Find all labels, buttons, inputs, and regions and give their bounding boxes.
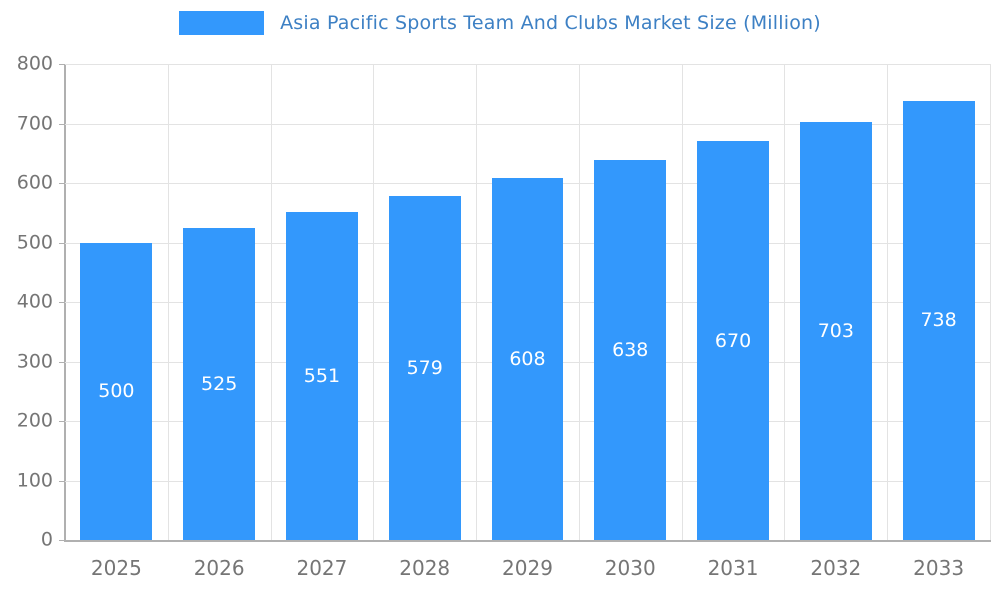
x-tick-label: 2031 [707, 556, 759, 580]
y-tick-label: 300 [16, 350, 53, 372]
chart-title: Asia Pacific Sports Team And Clubs Marke… [280, 12, 821, 34]
gridline-vertical [784, 64, 786, 540]
y-tick-label: 500 [16, 231, 53, 253]
gridline-vertical [578, 64, 580, 540]
y-tick-label: 600 [16, 171, 53, 194]
y-tick-label: 400 [16, 290, 53, 313]
bar-value-label: 608 [509, 348, 546, 371]
gridline-vertical [887, 64, 889, 540]
y-tick-label: 100 [16, 469, 53, 491]
x-tick-label: 2033 [913, 556, 965, 580]
y-tick [59, 302, 65, 303]
gridline-vertical [476, 64, 478, 540]
bar-2028: 579 [388, 195, 461, 540]
bar-value-label: 579 [406, 356, 443, 379]
y-tick-label: 800 [16, 52, 53, 75]
bar-2027: 551 [285, 212, 358, 540]
bar-value-label: 551 [303, 365, 341, 388]
gridline-horizontal [65, 64, 990, 65]
plot-area: 0 100 200 300 400 500 600 700 800 500 2025 525 2026 5… [17, 54, 991, 580]
bar-value-label: 703 [817, 319, 854, 342]
gridline-vertical [167, 64, 169, 540]
y-tick-label: 200 [16, 409, 53, 432]
chart-legend: Asia Pacific Sports Team And Clubs Marke… [0, 11, 1000, 35]
bar-2031: 670 [697, 141, 770, 540]
y-tick [59, 242, 65, 244]
gridline-horizontal [65, 123, 990, 125]
y-tick [59, 64, 65, 65]
x-axis-line [64, 540, 991, 542]
x-tick-label: 2030 [604, 556, 656, 580]
x-tick-label: 2025 [90, 556, 142, 580]
y-tick-label: 700 [16, 112, 53, 134]
gridline-vertical [681, 64, 683, 540]
bar-value-label: 670 [714, 329, 752, 352]
bar-value-label: 525 [201, 372, 238, 395]
bar-2032: 703 [799, 121, 872, 540]
gridline-vertical [990, 64, 991, 540]
y-tick [59, 421, 65, 422]
x-tick-label: 2029 [502, 556, 553, 580]
bar-value-label: 638 [612, 339, 649, 362]
bar-2030: 638 [594, 160, 667, 540]
legend-swatch [179, 11, 265, 35]
bar-2026: 525 [183, 227, 256, 540]
bar-value-label: 738 [920, 309, 957, 332]
gridline-vertical [373, 64, 375, 540]
y-tick [59, 540, 65, 541]
x-tick-label: 2032 [810, 556, 862, 580]
x-tick-label: 2027 [296, 556, 348, 580]
x-tick-label: 2028 [399, 556, 451, 580]
x-tick-label: 2026 [193, 556, 245, 580]
y-tick-label: 0 [40, 528, 53, 551]
y-tick [59, 183, 65, 184]
bar-2033: 738 [902, 100, 975, 540]
y-tick [59, 123, 65, 125]
y-tick [59, 480, 65, 482]
gridline-vertical [270, 64, 272, 540]
bar-2025: 500 [80, 242, 153, 540]
bar-2029: 608 [491, 178, 564, 540]
bar-value-label: 500 [98, 380, 135, 403]
y-tick [59, 361, 65, 363]
